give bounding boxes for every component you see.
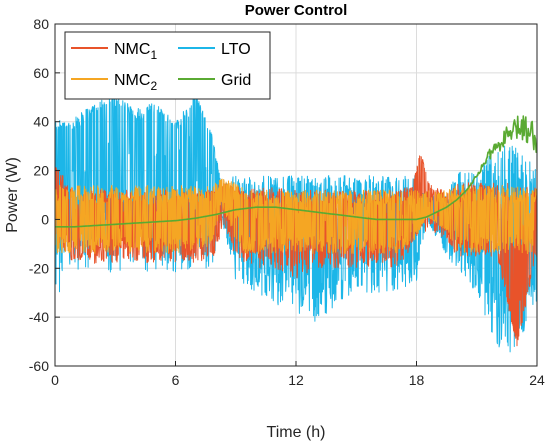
legend-label-text: NMC xyxy=(114,41,150,58)
legend-label-nmc1: NMC1 xyxy=(114,41,157,62)
y-tick-label: 60 xyxy=(33,65,49,81)
legend-label-text: Grid xyxy=(221,72,251,89)
series-line-nmc2 xyxy=(55,178,537,255)
y-tick-label: 0 xyxy=(41,211,49,227)
y-tick-label: 80 xyxy=(33,16,49,32)
series-lines xyxy=(55,93,537,353)
x-tick-label: 0 xyxy=(51,372,59,388)
series-line-grid xyxy=(55,115,537,228)
y-tick-label: -60 xyxy=(29,358,49,374)
x-tick-label: 24 xyxy=(529,372,545,388)
x-tick-label: 12 xyxy=(288,372,304,388)
y-tick-label: -20 xyxy=(29,260,49,276)
y-tick-label: 40 xyxy=(33,114,49,130)
chart-title: Power Control xyxy=(245,2,348,19)
legend-label-grid: Grid xyxy=(221,72,251,89)
legend-label-text: NMC xyxy=(114,72,150,89)
legend-label-subscript: 2 xyxy=(150,79,157,93)
legend-label-lto: LTO xyxy=(221,41,251,58)
x-axis-title: Time (h) xyxy=(267,424,326,441)
x-tick-label: 18 xyxy=(409,372,425,388)
y-axis-title: Power (W) xyxy=(4,157,21,233)
x-tick-label: 6 xyxy=(172,372,180,388)
legend-label-nmc2: NMC2 xyxy=(114,72,157,93)
legend-label-text: LTO xyxy=(221,41,251,58)
y-tick-label: -40 xyxy=(29,309,49,325)
y-tick-label: 20 xyxy=(33,163,49,179)
legend-box xyxy=(64,31,271,100)
legend-label-subscript: 1 xyxy=(150,48,157,62)
